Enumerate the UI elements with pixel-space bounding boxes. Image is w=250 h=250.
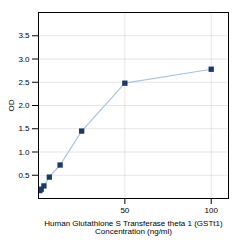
svg-text:1.5: 1.5 <box>18 124 30 133</box>
svg-text:3.0: 3.0 <box>18 55 30 64</box>
svg-text:0.5: 0.5 <box>18 171 30 180</box>
svg-text:2.5: 2.5 <box>18 78 30 87</box>
svg-text:3.5: 3.5 <box>18 31 30 40</box>
svg-text:OD: OD <box>7 99 16 111</box>
svg-text:Human Glutathione S Transferas: Human Glutathione S Transferase theta 1 … <box>44 219 223 236</box>
svg-text:100: 100 <box>205 206 219 215</box>
svg-text:50: 50 <box>120 206 129 215</box>
svg-text:2.0: 2.0 <box>18 101 30 110</box>
svg-text:1.0: 1.0 <box>18 148 30 157</box>
